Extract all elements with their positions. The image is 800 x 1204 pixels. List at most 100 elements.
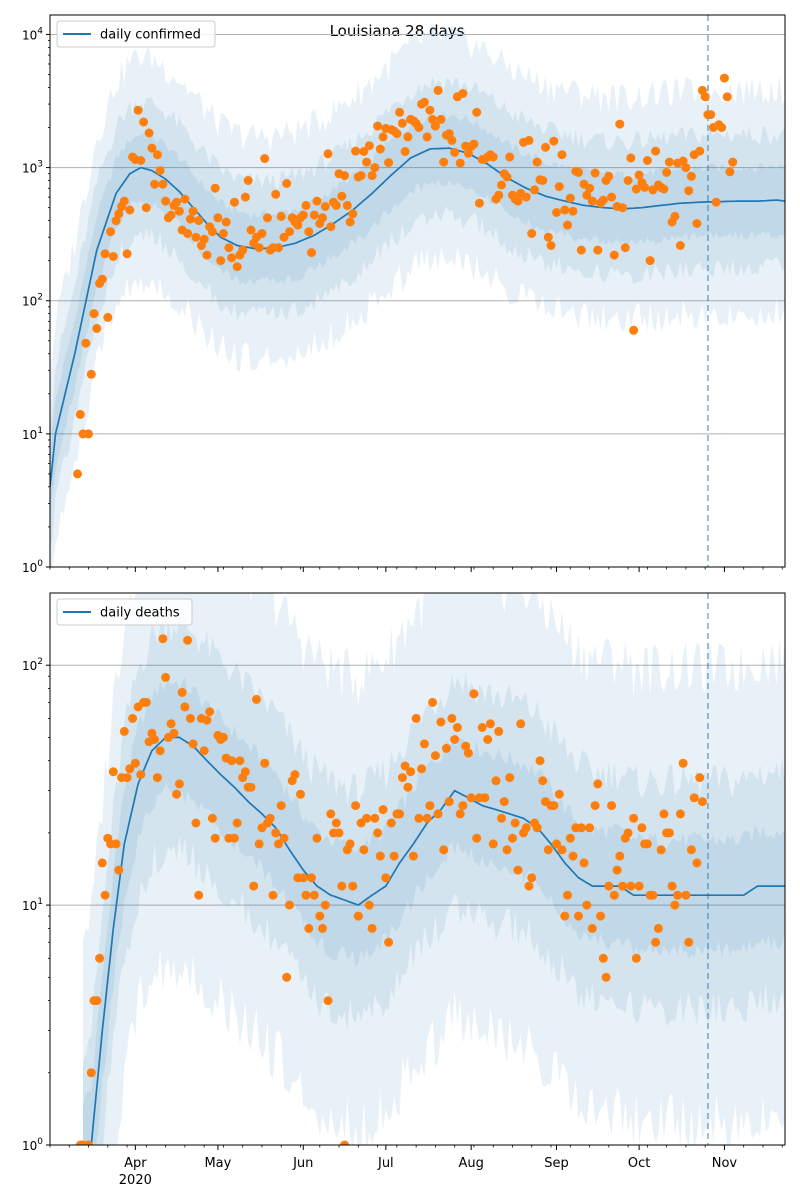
data-point: [576, 245, 586, 255]
data-point: [279, 833, 289, 843]
data-point: [719, 73, 729, 83]
data-point: [722, 92, 732, 102]
data-point: [403, 132, 413, 142]
data-point: [312, 833, 322, 843]
figure-title: Louisiana 28 days: [330, 22, 465, 40]
data-point: [114, 209, 124, 219]
data-point: [725, 167, 735, 177]
data-point: [634, 881, 644, 891]
data-point: [229, 197, 239, 207]
data-point: [141, 203, 151, 213]
data-point: [227, 253, 237, 263]
data-point: [552, 839, 561, 849]
data-point: [684, 186, 694, 196]
data-point: [304, 923, 314, 933]
data-point: [307, 248, 316, 258]
y-tick-label: 104: [22, 26, 43, 42]
data-point: [185, 713, 195, 723]
y-tick-label: 101: [22, 897, 43, 913]
data-point: [86, 1068, 96, 1078]
data-point: [271, 828, 281, 838]
data-point: [527, 873, 537, 883]
data-point: [452, 723, 462, 732]
data-point: [554, 789, 564, 799]
data-point: [527, 229, 537, 238]
data-point: [598, 195, 608, 205]
data-point: [430, 751, 440, 761]
data-point: [351, 801, 361, 811]
data-point: [494, 190, 504, 200]
data-point: [607, 192, 617, 202]
data-point: [585, 823, 595, 833]
data-point: [232, 262, 242, 272]
data-point: [97, 858, 107, 868]
data-point: [155, 746, 165, 756]
data-point: [604, 881, 614, 891]
data-point: [590, 168, 600, 178]
data-point: [549, 136, 559, 146]
data-point: [549, 801, 559, 811]
data-point: [375, 851, 385, 861]
data-point: [477, 723, 487, 732]
data-point: [174, 206, 184, 216]
data-point: [367, 923, 377, 933]
data-point: [596, 911, 606, 921]
data-point: [474, 198, 484, 208]
data-point: [488, 152, 498, 162]
data-point: [395, 809, 405, 819]
data-point: [516, 719, 526, 729]
data-point: [240, 192, 250, 202]
data-point: [224, 243, 234, 253]
data-point: [166, 719, 176, 729]
data-point: [411, 713, 421, 723]
data-point: [351, 146, 361, 156]
data-point: [312, 196, 322, 206]
data-point: [296, 789, 305, 799]
data-point: [122, 249, 132, 259]
data-point: [508, 833, 517, 843]
data-point: [645, 256, 655, 266]
data-point: [301, 890, 311, 900]
data-point: [618, 881, 628, 891]
data-point: [337, 881, 347, 891]
data-point: [684, 937, 694, 947]
data-point: [279, 232, 289, 242]
data-point: [637, 823, 647, 833]
data-point: [552, 208, 561, 217]
data-point: [574, 911, 583, 921]
data-point: [84, 429, 93, 439]
data-point: [298, 210, 308, 220]
data-point: [576, 823, 586, 833]
data-point: [180, 194, 190, 204]
observed-points: [75, 634, 707, 1145]
data-point: [177, 687, 187, 697]
data-point: [373, 828, 383, 838]
data-point: [331, 200, 341, 210]
data-point: [128, 713, 138, 723]
data-point: [323, 149, 333, 159]
data-point: [359, 147, 369, 156]
data-point: [532, 157, 542, 167]
data-point: [111, 216, 121, 226]
y-tick-label: 102: [22, 657, 43, 673]
data-point: [629, 813, 639, 823]
band-middle: [50, 76, 785, 551]
data-point: [75, 409, 85, 419]
legend-box: [56, 598, 193, 626]
data-point: [285, 227, 294, 237]
x-tick-label: May: [204, 1156, 231, 1171]
x-tick-label: Apr: [124, 1156, 147, 1171]
data-point: [414, 813, 424, 823]
data-point: [711, 197, 721, 207]
data-point: [172, 197, 182, 207]
data-point: [397, 773, 407, 783]
data-point: [439, 157, 449, 167]
y-tick-label: 100: [22, 559, 43, 575]
uncertainty-bands: [50, 24, 785, 567]
data-point: [582, 190, 592, 200]
legend: daily confirmed: [56, 20, 216, 48]
data-point: [235, 756, 245, 766]
data-point: [108, 767, 118, 777]
data-point: [681, 890, 691, 900]
x-year-label: 2020: [119, 1173, 152, 1188]
